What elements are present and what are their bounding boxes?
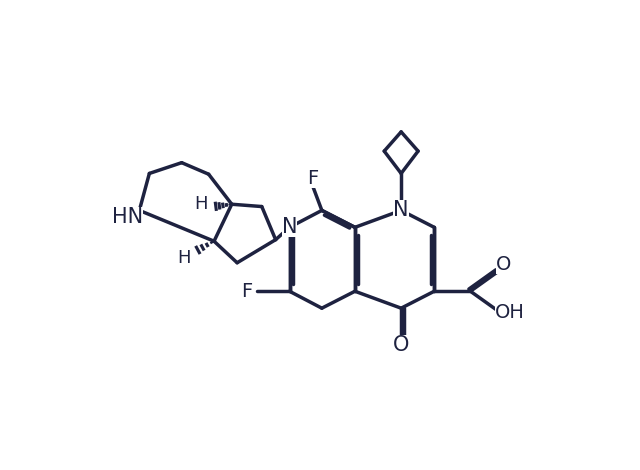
Text: HN: HN — [112, 206, 143, 227]
Text: H: H — [177, 249, 191, 267]
Text: N: N — [282, 217, 297, 237]
Text: O: O — [393, 335, 410, 355]
Text: F: F — [307, 169, 318, 188]
Text: F: F — [241, 282, 253, 301]
Text: H: H — [194, 195, 208, 213]
Text: N: N — [394, 200, 409, 220]
Text: O: O — [496, 255, 511, 274]
Text: OH: OH — [495, 303, 525, 321]
